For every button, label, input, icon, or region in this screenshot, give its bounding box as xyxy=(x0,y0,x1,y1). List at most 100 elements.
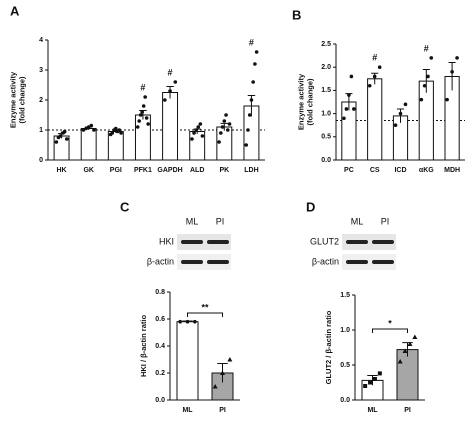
data-point xyxy=(137,119,142,123)
x-tick-label: PGI xyxy=(110,167,122,174)
y-tick-label: 0.2 xyxy=(155,370,165,377)
x-tick-label: PK xyxy=(219,167,229,174)
data-point xyxy=(393,123,398,127)
data-point xyxy=(196,125,201,129)
data-point xyxy=(372,74,377,79)
blot-strip xyxy=(177,254,231,270)
data-point xyxy=(227,357,233,362)
significance-marker: # xyxy=(424,43,429,53)
y-tick-label: 0.0 xyxy=(340,397,350,404)
data-point xyxy=(212,384,218,389)
data-point xyxy=(62,129,67,134)
data-point xyxy=(54,140,59,144)
significance-marker: # xyxy=(140,82,145,92)
blot-band xyxy=(372,240,394,244)
data-point xyxy=(220,125,225,129)
y-tick-label: 3 xyxy=(39,67,43,74)
data-point xyxy=(403,102,408,107)
data-point xyxy=(244,143,249,147)
data-point xyxy=(217,140,221,144)
lane-label: PI xyxy=(381,216,390,226)
data-point xyxy=(412,334,418,339)
significance-marker: # xyxy=(168,67,173,77)
data-point xyxy=(185,319,190,324)
y-tick-label: 0.5 xyxy=(321,134,331,141)
y-tick-label: 0.6 xyxy=(155,316,165,323)
data-point xyxy=(450,70,454,74)
bar xyxy=(418,80,434,161)
data-point xyxy=(251,80,255,84)
y-tick-label: 4 xyxy=(39,37,43,44)
row-label: β-actin xyxy=(312,256,339,266)
x-tick-label: PI xyxy=(404,407,411,414)
data-point xyxy=(407,341,413,346)
y-tick-label: 1.5 xyxy=(321,87,331,94)
blot-band xyxy=(346,240,368,244)
data-point xyxy=(58,134,63,138)
x-tick-label: HK xyxy=(57,167,67,174)
y-tick-label: 0.0 xyxy=(155,397,165,404)
data-point xyxy=(397,359,403,364)
panel-label: D xyxy=(306,199,315,214)
data-point xyxy=(141,104,146,108)
row-label: HKI xyxy=(159,236,174,246)
data-point xyxy=(138,113,143,117)
data-point xyxy=(349,74,354,79)
data-point xyxy=(135,125,140,129)
data-point xyxy=(352,107,356,111)
panel-label: B xyxy=(292,7,301,22)
x-tick-label: MDH xyxy=(444,167,460,174)
error-bar xyxy=(367,375,378,386)
blot-band xyxy=(372,260,394,264)
data-point xyxy=(455,56,459,60)
y-axis-label: HKI / β-actin ratio xyxy=(139,315,148,378)
data-point xyxy=(224,113,228,117)
significance-marker: # xyxy=(372,53,377,63)
x-tick-label: PFK1 xyxy=(134,167,152,174)
blot-band xyxy=(181,240,203,244)
blot-strip xyxy=(177,234,231,250)
data-point xyxy=(367,83,372,88)
data-point xyxy=(445,97,449,102)
data-point xyxy=(225,128,230,132)
data-point xyxy=(92,128,96,132)
data-point xyxy=(173,80,178,84)
data-point xyxy=(372,377,377,381)
data-point xyxy=(140,110,144,114)
y-axis-label: Enzyme activity xyxy=(296,73,305,130)
data-point xyxy=(254,50,259,54)
data-point xyxy=(253,62,257,66)
data-point xyxy=(64,137,69,141)
panel-label: A xyxy=(10,3,20,18)
blot-band xyxy=(181,260,203,264)
data-point xyxy=(249,98,254,102)
data-point xyxy=(146,122,150,126)
data-point xyxy=(193,319,197,324)
y-tick-label: 1 xyxy=(39,127,43,134)
x-tick-label: αKG xyxy=(419,167,434,174)
bar xyxy=(396,349,419,401)
x-tick-label: CS xyxy=(370,167,380,174)
significance-bracket xyxy=(372,328,408,333)
data-point xyxy=(86,125,91,129)
data-point xyxy=(144,116,149,120)
x-tick-label: PC xyxy=(344,167,354,174)
row-label: GLUT2 xyxy=(310,236,339,246)
y-axis-label: Enzyme activity xyxy=(8,71,17,128)
x-tick-label: ML xyxy=(367,407,378,414)
blot-strip xyxy=(342,234,396,250)
y-axis-label: (fold change) xyxy=(17,76,26,124)
y-tick-label: 2.5 xyxy=(321,41,331,48)
y-axis-label: (fold change) xyxy=(305,78,314,126)
data-point xyxy=(377,65,382,69)
data-point xyxy=(81,128,86,132)
data-point xyxy=(342,116,346,121)
data-point xyxy=(398,111,403,116)
data-point xyxy=(377,371,382,376)
blot-band xyxy=(346,260,368,264)
y-tick-label: 0.0 xyxy=(321,157,331,164)
y-tick-label: 0.5 xyxy=(340,362,350,369)
bar xyxy=(162,92,179,161)
data-point xyxy=(110,131,115,135)
